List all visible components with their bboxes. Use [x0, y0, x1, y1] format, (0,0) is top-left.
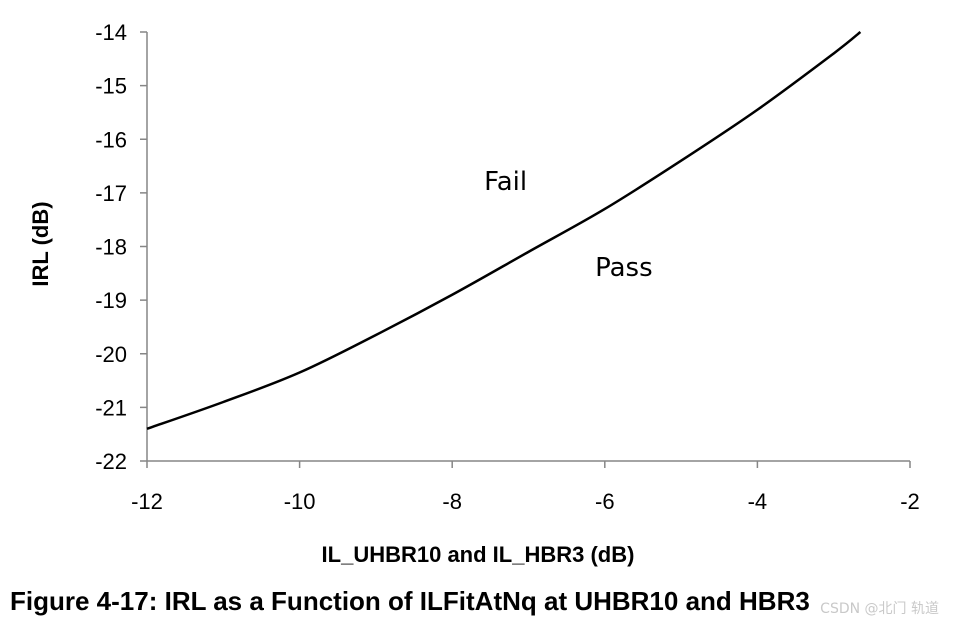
figure-caption: Figure 4-17: IRL as a Function of ILFitA…	[10, 586, 810, 616]
fail-region-label: Fail	[484, 167, 527, 197]
y-axis: -14 -15 -16 -17 -18 -19 -20 -21 -22	[95, 20, 148, 474]
x-tick-label: -10	[284, 489, 316, 514]
irl-limit-line	[146, 31, 862, 431]
watermark: CSDN @北门 轨道	[820, 601, 939, 617]
x-tick-label: -6	[595, 489, 615, 514]
x-tick-label: -8	[442, 489, 462, 514]
y-tick-label: -20	[95, 342, 127, 367]
x-tick-label: -4	[748, 489, 768, 514]
y-tick-label: -16	[95, 127, 127, 152]
y-tick-label: -22	[95, 449, 127, 474]
x-tick-label: -12	[131, 489, 163, 514]
y-tick-label: -21	[95, 395, 127, 420]
x-axis-title: IL_UHBR10 and IL_HBR3 (dB)	[322, 542, 635, 567]
pass-region-label: Pass	[595, 253, 653, 283]
chart: -14 -15 -16 -17 -18 -19 -20 -21 -22 -12 -10 -8 -6 -4…	[28, 20, 920, 567]
x-axis: -12 -10 -8 -6 -4 -2	[131, 460, 920, 514]
series-layer	[146, 31, 862, 431]
y-tick-label: -14	[95, 20, 127, 45]
y-tick-label: -15	[95, 74, 127, 99]
y-tick-label: -19	[95, 288, 127, 313]
y-tick-label: -18	[95, 235, 127, 260]
y-tick-label: -17	[95, 181, 127, 206]
annotation-layer: Fail Pass	[484, 167, 653, 283]
y-axis-title: IRL (dB)	[28, 201, 53, 286]
x-tick-label: -2	[900, 489, 920, 514]
